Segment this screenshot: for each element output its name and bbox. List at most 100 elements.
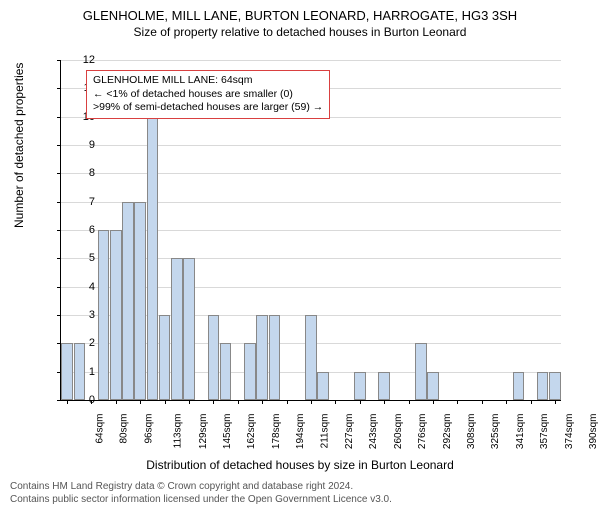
bar <box>354 372 366 400</box>
xtick-mark <box>482 400 483 404</box>
ytick-label: 7 <box>89 196 95 208</box>
bar <box>171 258 183 400</box>
xtick-label: 292sqm <box>442 414 453 450</box>
xtick-label: 276sqm <box>417 414 428 450</box>
xtick-mark <box>116 400 117 404</box>
ytick-mark <box>57 117 61 118</box>
bar <box>74 343 86 400</box>
xtick-mark <box>506 400 507 404</box>
xtick-mark <box>531 400 532 404</box>
xtick-label: 308sqm <box>466 414 477 450</box>
bar <box>305 315 317 400</box>
bar <box>415 343 427 400</box>
bar <box>110 230 122 400</box>
gridline <box>61 173 561 174</box>
xtick-label: 113sqm <box>173 414 184 449</box>
xtick-mark <box>262 400 263 404</box>
xtick-mark <box>287 400 288 404</box>
ytick-mark <box>57 202 61 203</box>
ytick-label: 9 <box>89 139 95 151</box>
xtick-label: 80sqm <box>119 414 130 444</box>
y-axis-label: Number of detached properties <box>12 63 26 228</box>
annotation-line2: ← <1% of detached houses are smaller (0) <box>93 88 323 102</box>
ytick-label: 6 <box>89 224 95 236</box>
chart-title-line2: Size of property relative to detached ho… <box>0 25 600 39</box>
xtick-label: 260sqm <box>393 414 404 450</box>
footer-attribution: Contains HM Land Registry data © Crown c… <box>10 480 392 506</box>
ytick-label: 8 <box>89 167 95 179</box>
bar <box>244 343 256 400</box>
ytick-mark <box>57 230 61 231</box>
gridline <box>61 60 561 61</box>
xtick-label: 357sqm <box>539 414 550 450</box>
xtick-mark <box>238 400 239 404</box>
xtick-label: 178sqm <box>271 414 282 450</box>
xtick-label: 390sqm <box>588 414 599 450</box>
bar <box>256 315 268 400</box>
ytick-label: 4 <box>89 281 95 293</box>
xtick-mark <box>335 400 336 404</box>
xtick-label: 64sqm <box>95 414 106 444</box>
gridline <box>61 145 561 146</box>
chart-title-line1: GLENHOLME, MILL LANE, BURTON LEONARD, HA… <box>0 8 600 23</box>
bar <box>134 202 146 400</box>
bar <box>147 117 159 400</box>
bar <box>378 372 390 400</box>
xtick-label: 325sqm <box>490 414 501 450</box>
xtick-label: 194sqm <box>295 414 306 450</box>
xtick-mark <box>384 400 385 404</box>
annotation-line1: GLENHOLME MILL LANE: 64sqm <box>93 74 323 88</box>
xtick-mark <box>409 400 410 404</box>
bar <box>427 372 439 400</box>
ytick-mark <box>57 315 61 316</box>
xtick-label: 145sqm <box>222 414 233 450</box>
ytick-mark <box>57 145 61 146</box>
xtick-label: 227sqm <box>344 414 355 450</box>
bar <box>122 202 134 400</box>
bar <box>317 372 329 400</box>
bar <box>61 343 73 400</box>
ytick-label: 12 <box>83 54 95 66</box>
bar <box>183 258 195 400</box>
xtick-mark <box>360 400 361 404</box>
footer-line1: Contains HM Land Registry data © Crown c… <box>10 480 392 493</box>
annotation-line3: >99% of semi-detached houses are larger … <box>93 101 323 115</box>
xtick-mark <box>165 400 166 404</box>
xtick-mark <box>67 400 68 404</box>
xtick-label: 374sqm <box>564 414 575 450</box>
ytick-label: 5 <box>89 252 95 264</box>
bar <box>208 315 220 400</box>
bar <box>513 372 525 400</box>
ytick-mark <box>57 258 61 259</box>
xtick-mark <box>457 400 458 404</box>
bar <box>549 372 561 400</box>
xtick-mark <box>555 400 556 404</box>
bar <box>159 315 171 400</box>
xtick-label: 341sqm <box>515 414 526 450</box>
bar <box>98 230 110 400</box>
ytick-mark <box>57 287 61 288</box>
ytick-mark <box>57 60 61 61</box>
ytick-mark <box>57 88 61 89</box>
ytick-mark <box>57 173 61 174</box>
xtick-label: 96sqm <box>143 414 154 444</box>
xtick-label: 162sqm <box>247 414 258 450</box>
xtick-mark <box>311 400 312 404</box>
xtick-label: 243sqm <box>368 414 379 450</box>
xtick-mark <box>140 400 141 404</box>
xtick-mark <box>433 400 434 404</box>
xtick-mark <box>213 400 214 404</box>
ytick-label: 0 <box>89 394 95 406</box>
annotation-box: GLENHOLME MILL LANE: 64sqm← <1% of detac… <box>86 70 330 119</box>
ytick-label: 3 <box>89 309 95 321</box>
x-axis-label: Distribution of detached houses by size … <box>0 458 600 472</box>
ytick-label: 2 <box>89 337 95 349</box>
ytick-mark <box>57 400 61 401</box>
xtick-label: 211sqm <box>319 414 330 449</box>
bar <box>220 343 232 400</box>
xtick-label: 129sqm <box>198 414 209 450</box>
ytick-label: 1 <box>89 366 95 378</box>
bar <box>269 315 281 400</box>
xtick-mark <box>189 400 190 404</box>
bar <box>537 372 549 400</box>
